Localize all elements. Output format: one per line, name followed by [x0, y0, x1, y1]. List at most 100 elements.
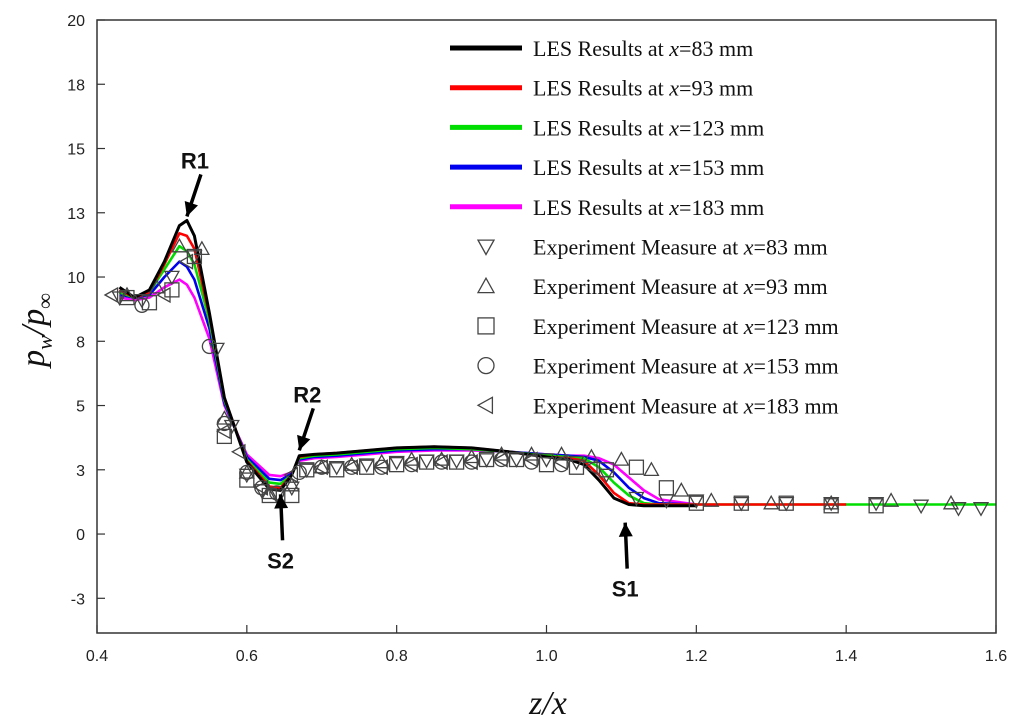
experiment-point-2 — [283, 476, 300, 492]
y-axis-title-sub2: ∞ — [32, 293, 57, 309]
experiment-point-4 — [239, 464, 255, 481]
experiment-point-3 — [598, 462, 615, 478]
experiment-point-2 — [553, 446, 570, 461]
experiment-point-2 — [238, 464, 255, 479]
y-tick-label: 18 — [67, 77, 85, 94]
legend-symbol — [476, 276, 496, 294]
y-tick-label: 5 — [76, 399, 85, 416]
experiment-point-5 — [433, 453, 448, 471]
experiment-point-5 — [553, 453, 568, 471]
annotation-label: R1 — [181, 148, 209, 173]
legend-label: Experiment Measure at x=183 mm — [533, 393, 839, 418]
annotation-arrowhead — [618, 522, 633, 537]
experiment-point-1 — [912, 499, 930, 515]
legend-label: LES Results at x=83 mm — [533, 36, 753, 61]
experiment-point-2 — [343, 456, 360, 471]
series-line-1 — [118, 219, 697, 508]
experiment-point-1 — [163, 270, 181, 286]
experiment-point-5 — [583, 459, 598, 476]
experiment-point-2 — [882, 492, 900, 507]
experiment-point-5 — [493, 451, 508, 468]
legend-label: Experiment Measure at x=153 mm — [533, 354, 839, 379]
experiment-point-5 — [463, 453, 478, 471]
axis-ticks: 0.4 0.6 0.8 1.0 1.2 1.4 1.6 -3 0 3 5 8 10 13 15 18 20 — [67, 13, 1007, 665]
experiment-point-1 — [538, 453, 555, 468]
experiment-point-1 — [568, 455, 585, 471]
legend-symbol — [477, 356, 495, 375]
experiment-markers — [103, 237, 990, 517]
experiment-point-2 — [433, 451, 450, 466]
experiment-point-3 — [628, 459, 645, 475]
y-tick-label: -3 — [71, 591, 85, 608]
x-tick-label: 1.4 — [835, 648, 857, 665]
experiment-point-3 — [299, 462, 315, 478]
annotation-arrowhead — [274, 494, 289, 509]
experiment-point-5 — [103, 286, 119, 304]
experiment-point-5 — [373, 459, 388, 476]
experiment-point-3 — [823, 498, 839, 514]
experiment-point-4 — [134, 297, 150, 313]
x-tick-label: 0.4 — [86, 648, 108, 665]
experiment-point-3 — [538, 456, 555, 473]
legend-label: LES Results at x=153 mm — [533, 155, 764, 180]
experiment-point-1 — [298, 463, 315, 479]
legend-label: Experiment Measure at x=123 mm — [533, 314, 839, 339]
legend-label: Experiment Measure at x=83 mm — [533, 235, 828, 260]
annotation-arrowhead — [184, 201, 198, 217]
experiment-point-4 — [216, 415, 233, 432]
experiment-point-5 — [343, 459, 358, 476]
experiment-point-4 — [201, 338, 218, 355]
x-tick-label: 1.2 — [685, 648, 707, 665]
experiment-point-1 — [238, 468, 255, 484]
experiment-point-2 — [148, 278, 166, 294]
annotation-label: S1 — [612, 577, 639, 602]
y-axis-title-main: p — [15, 350, 52, 369]
experiment-point-1 — [628, 491, 645, 507]
experiment-point-2 — [823, 494, 840, 510]
experiment-point-5 — [403, 456, 418, 473]
experiment-point-5 — [253, 479, 269, 496]
legend-label: LES Results at x=93 mm — [533, 76, 753, 101]
experiment-point-5 — [178, 253, 194, 270]
experiment-point-3 — [186, 248, 203, 265]
x-tick-label: 1.6 — [985, 648, 1007, 665]
y-tick-label: 10 — [67, 270, 85, 287]
experiment-point-1 — [598, 468, 615, 484]
experiment-point-2 — [763, 494, 780, 510]
experiment-point-1 — [478, 453, 495, 468]
experiment-point-2 — [583, 448, 600, 464]
experiment-point-3 — [733, 495, 749, 511]
experiment-point-3 — [216, 428, 233, 445]
experiment-point-3 — [141, 295, 158, 311]
experiment-point-5 — [313, 459, 328, 476]
annotation-label: S2 — [267, 548, 294, 573]
x-tick-label: 1.0 — [535, 648, 557, 665]
y-tick-label: 8 — [76, 334, 85, 351]
experiment-point-5 — [283, 466, 299, 484]
experiment-point-2 — [942, 494, 960, 510]
experiment-point-1 — [388, 455, 405, 471]
annotation-label: R2 — [293, 382, 321, 407]
y-tick-label: 20 — [67, 13, 85, 30]
x-tick-label: 0.8 — [386, 648, 408, 665]
legend-symbol — [477, 317, 495, 335]
experiment-point-3 — [868, 498, 884, 514]
experiment-point-2 — [703, 492, 720, 507]
experiment-point-1 — [733, 496, 750, 512]
annotation-arrowhead — [297, 434, 311, 451]
experiment-point-5 — [156, 286, 171, 304]
experiment-point-1 — [186, 250, 203, 265]
experiment-point-1 — [358, 458, 375, 473]
experiment-point-3 — [778, 495, 794, 511]
legend-label: LES Results at x=183 mm — [533, 195, 764, 220]
annotations: R1 R2 S2 S1 — [181, 148, 639, 601]
experiment-point-1 — [133, 293, 151, 309]
svg-text:pw/p∞: pw/p∞ — [15, 293, 57, 369]
experiment-point-2 — [261, 484, 278, 500]
experiment-point-3 — [164, 282, 180, 298]
experiment-point-1 — [508, 453, 525, 468]
y-tick-label: 0 — [76, 527, 85, 544]
experiment-point-1 — [328, 460, 345, 476]
